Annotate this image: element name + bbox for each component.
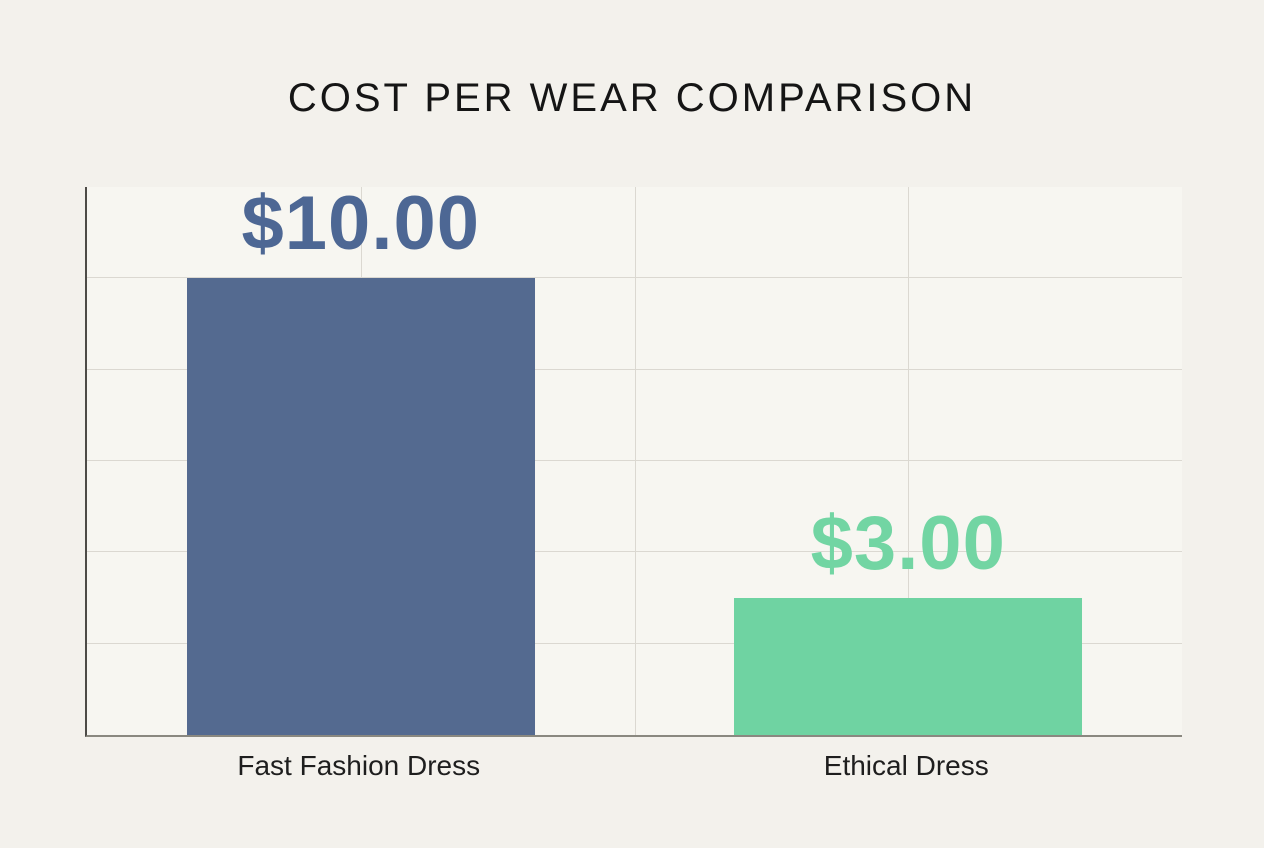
value-label-fast-fashion-dress: $10.00 [241, 181, 480, 267]
plot-area: $10.00 $3.00 [85, 181, 1182, 737]
category-label-ethical-dress: Ethical Dress [823, 750, 989, 781]
value-label-ethical-dress: $3.00 [810, 501, 1006, 586]
gridline-x-50 [634, 187, 636, 735]
category-label-fast-fashion-dress: Fast Fashion Dress [237, 750, 481, 781]
x-axis-labels: Fast Fashion Dress Ethical Dress [85, 750, 1180, 794]
gridline-x-75 [908, 187, 910, 735]
bar-fast-fashion-dress [186, 278, 535, 735]
bar-ethical-dress [734, 598, 1083, 735]
chart-title: COST PER WEAR COMPARISON [287, 76, 977, 120]
